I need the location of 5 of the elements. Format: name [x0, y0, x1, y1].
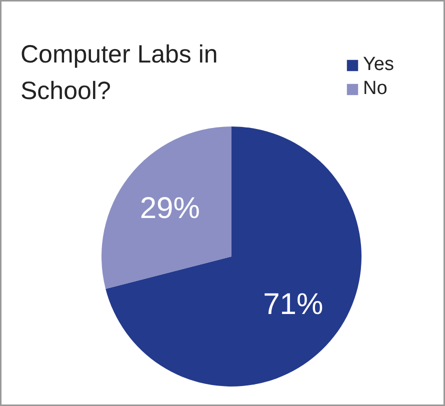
legend-label: No [363, 78, 388, 100]
data-label: 71% [263, 288, 324, 321]
legend-label: Yes [363, 54, 394, 76]
data-label: 29% [140, 192, 200, 226]
chart-title: Computer Labs in School? [20, 40, 218, 105]
